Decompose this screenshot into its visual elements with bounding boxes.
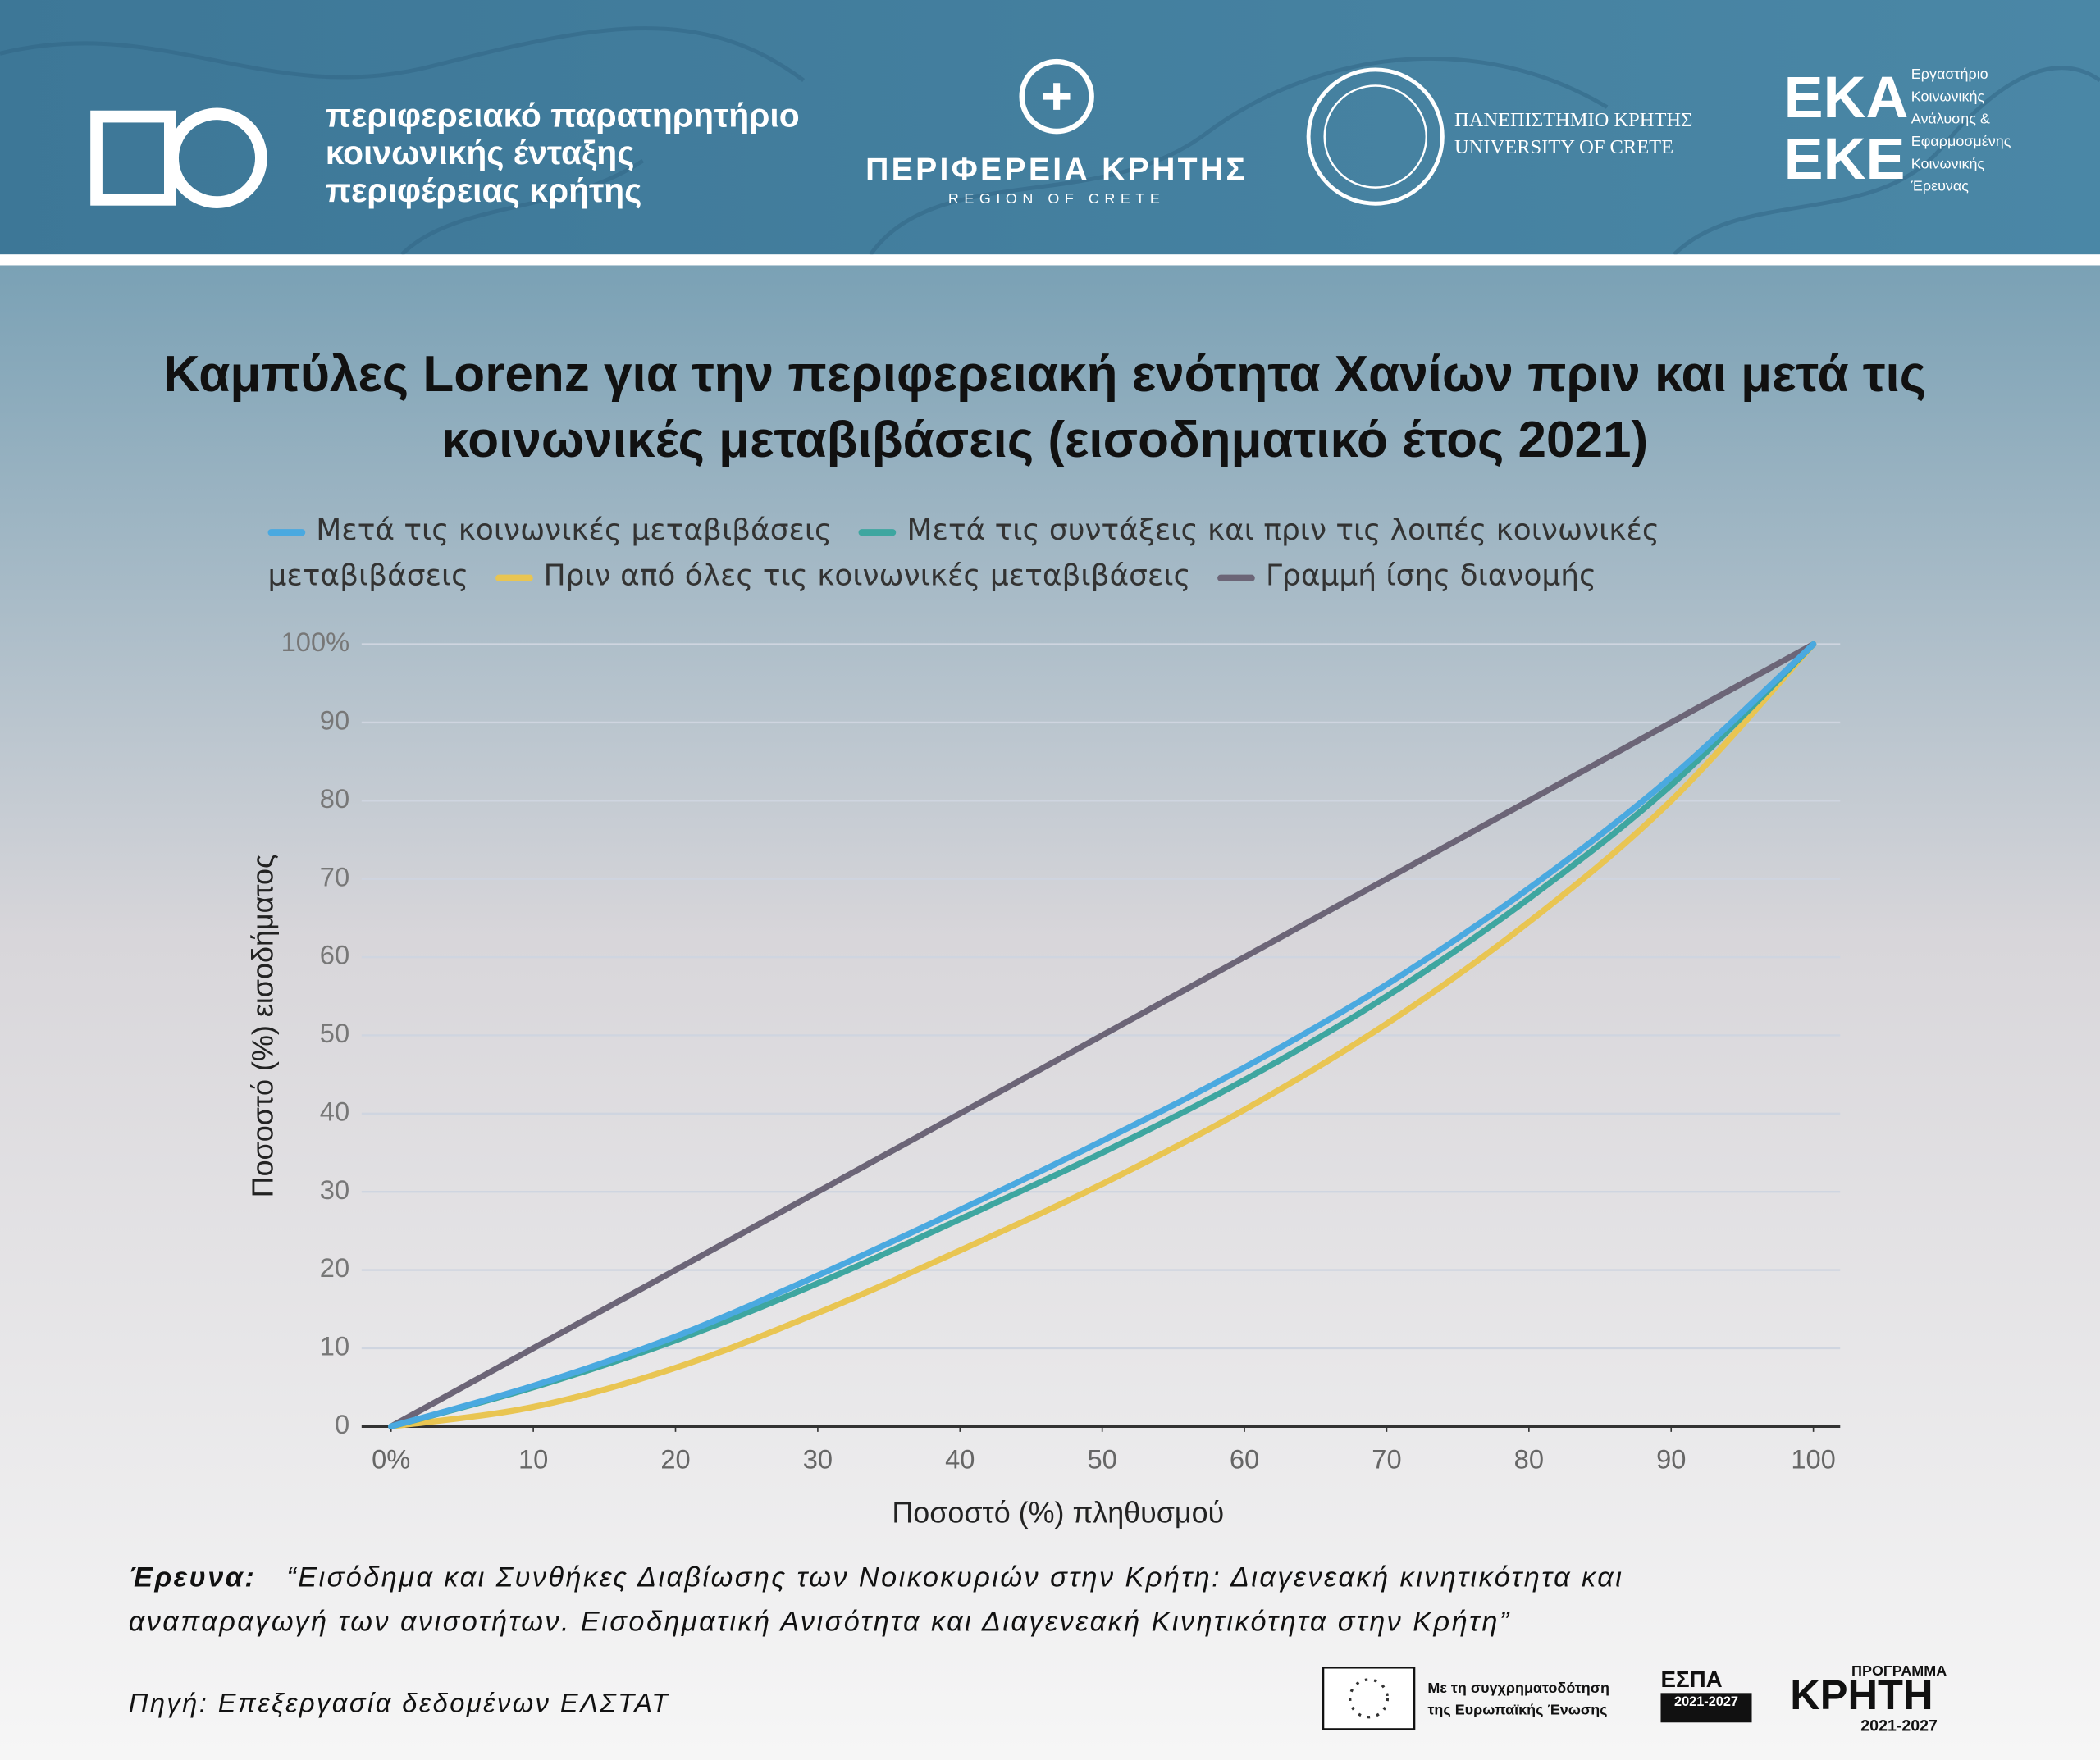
- eu-text: Με τη συγχρηματοδότηση: [1427, 1680, 1609, 1696]
- legend-text: Γραμμή ίσης διανομής: [1266, 559, 1597, 594]
- university-name: ΠΑΝΕΠΙΣΤΗΜΙΟ ΚΡΗΤΗΣ: [1454, 109, 1692, 131]
- legend-item: Μετά τις συντάξεις και πριν τις λοιπές κ…: [268, 514, 1659, 593]
- region-emblem: [1019, 58, 1094, 135]
- series-line: [388, 641, 1817, 1430]
- x-tick-label: 0%: [372, 1443, 410, 1474]
- legend-swatch: [267, 528, 306, 536]
- y-tick-label: 60: [320, 940, 349, 970]
- university-name-en: UNIVERSITY OF CRETE: [1454, 136, 1673, 158]
- x-tick-label: 70: [1372, 1443, 1401, 1474]
- x-axis-label: Ποσοστό (%) πληθυσμού: [892, 1496, 1224, 1530]
- observatory-line: κοινωνικής ένταξης: [326, 134, 635, 171]
- eu-flag: [1322, 1667, 1416, 1730]
- observatory-logo: [90, 107, 267, 208]
- y-tick-label: 90: [320, 705, 349, 736]
- y-tick-label: 30: [320, 1174, 349, 1205]
- legend-box: Μετά τις κοινωνικές μεταβιβάσεις Μετά τις…: [267, 509, 1661, 600]
- background: [0, 265, 2100, 1760]
- x-tick-label: 30: [803, 1443, 833, 1474]
- lab-logo: ΕΚΑ: [1784, 65, 1909, 130]
- chart-title: Καμπύλες Lorenz για την περιφερειακή ενό…: [163, 346, 1926, 403]
- university-seal: [1306, 67, 1445, 206]
- espa-band: [1660, 1693, 1752, 1723]
- research-text: “Εισόδημα και Συνθήκες Διαβίωσης των Νοι…: [286, 1562, 1623, 1594]
- region-name: ΠΕΡΙΦΕΡΕΙΑ ΚΡΗΤΗΣ: [865, 152, 1248, 187]
- legend-text: Μετά τις συντάξεις και πριν τις λοιπές κ…: [267, 514, 1659, 594]
- lab-line: Κοινωνικής: [1911, 155, 1985, 171]
- series-line: [388, 641, 1817, 1430]
- eu-stars: [1349, 1678, 1390, 1719]
- lab-name: Εργαστήριο Κοινωνικής Ανάλυσης & Εφαρμοσμέν…: [1911, 66, 2011, 194]
- y-tick-label: 20: [320, 1252, 349, 1283]
- source: Πηγή: Επεξεργασία δεδομένων ΕΛΣΤΑΤ: [129, 1688, 670, 1718]
- lab-logo: ΕΚΕ: [1784, 126, 1906, 192]
- lab-line: Εργαστήριο: [1911, 66, 1988, 82]
- region-name-en: REGION OF CRETE: [948, 190, 1166, 207]
- y-tick-label: 10: [320, 1331, 349, 1361]
- header-band: [0, 0, 2100, 255]
- x-tick-label: 60: [1230, 1443, 1259, 1474]
- espa-years: 2021-2027: [1674, 1694, 1738, 1709]
- x-tick-label: 40: [945, 1443, 975, 1474]
- legend-swatch: [1217, 573, 1255, 581]
- y-tick-label: 70: [320, 861, 349, 891]
- region-cross: [1043, 83, 1071, 110]
- x-tick-label: 20: [660, 1443, 690, 1474]
- series-line: [388, 641, 1817, 1430]
- lab-line: Κοινωνικής: [1911, 88, 1985, 104]
- y-tick-label: 0: [335, 1409, 349, 1439]
- x-tick-label: 50: [1088, 1443, 1117, 1474]
- observatory-line: περιφέρειας κρήτης: [326, 171, 642, 209]
- university-seal-inner: [1323, 84, 1427, 189]
- legend-text: Μετά τις κοινωνικές μεταβιβάσεις: [316, 514, 833, 548]
- plot: 0 10 20 30 40 50 60 70 80 90 100% 0% 10 20 30 40 50 60 70 8…: [281, 627, 1841, 1474]
- observatory-line: περιφερειακό παρατηρητήριο: [326, 96, 800, 134]
- header-contours: [0, 26, 2100, 257]
- lab-line: Εφαρμοσμένης: [1911, 133, 2011, 149]
- chart-title: κοινωνικές μεταβιβάσεις (εισοδηματικό έτ…: [441, 412, 1648, 468]
- lab-line: Ανάλυσης &: [1911, 111, 1990, 127]
- y-tick-label: 40: [320, 1096, 349, 1126]
- y-tick-label: 80: [320, 783, 349, 814]
- x-tick-label: 10: [518, 1443, 548, 1474]
- espa-logo: ΕΣΠΑ: [1660, 1667, 1722, 1692]
- legend-item: Μετά τις κοινωνικές μεταβιβάσεις: [267, 514, 833, 548]
- legend-text: Πριν από όλες τις κοινωνικές μεταβιβάσει…: [543, 559, 1191, 594]
- legend-item: Γραμμή ίσης διανομής: [1217, 559, 1597, 594]
- series-line: [388, 641, 1817, 1430]
- programme-label: ΠΡΟΓΡΑΜΜΑ: [1851, 1662, 1947, 1679]
- header-divider: [0, 254, 2100, 266]
- x-tick-label: 80: [1514, 1443, 1544, 1474]
- y-axis-label: Ποσοστό (%) εισοδήματος: [246, 855, 280, 1198]
- programme-years: 2021-2027: [1860, 1717, 1938, 1735]
- research-label: Έρευνα:: [129, 1562, 257, 1594]
- research-text: αναπαραγωγή των ανισοτήτων. Εισοδηματική…: [129, 1606, 1511, 1637]
- legend-swatch: [495, 573, 533, 581]
- observatory-name: περιφερειακό παρατηρητήριο κοινωνικής έν…: [326, 96, 800, 208]
- legend: Μετά τις κοινωνικές μεταβιβάσεις Μετά τις…: [267, 509, 1661, 600]
- y-tick-label: 50: [320, 1018, 349, 1048]
- legend-swatch: [858, 528, 897, 536]
- x-tick-label: 100: [1791, 1443, 1835, 1474]
- legend-item: Πριν από όλες τις κοινωνικές μεταβιβάσει…: [495, 559, 1191, 594]
- eu-text: της Ευρωπαϊκής Ένωσης: [1427, 1701, 1607, 1717]
- x-tick-label: 90: [1656, 1443, 1686, 1474]
- lab-line: Έρευνας: [1911, 178, 1969, 194]
- programme-name: ΚΡΗΤΗ: [1790, 1671, 1933, 1718]
- y-tick-label: 100%: [281, 627, 349, 657]
